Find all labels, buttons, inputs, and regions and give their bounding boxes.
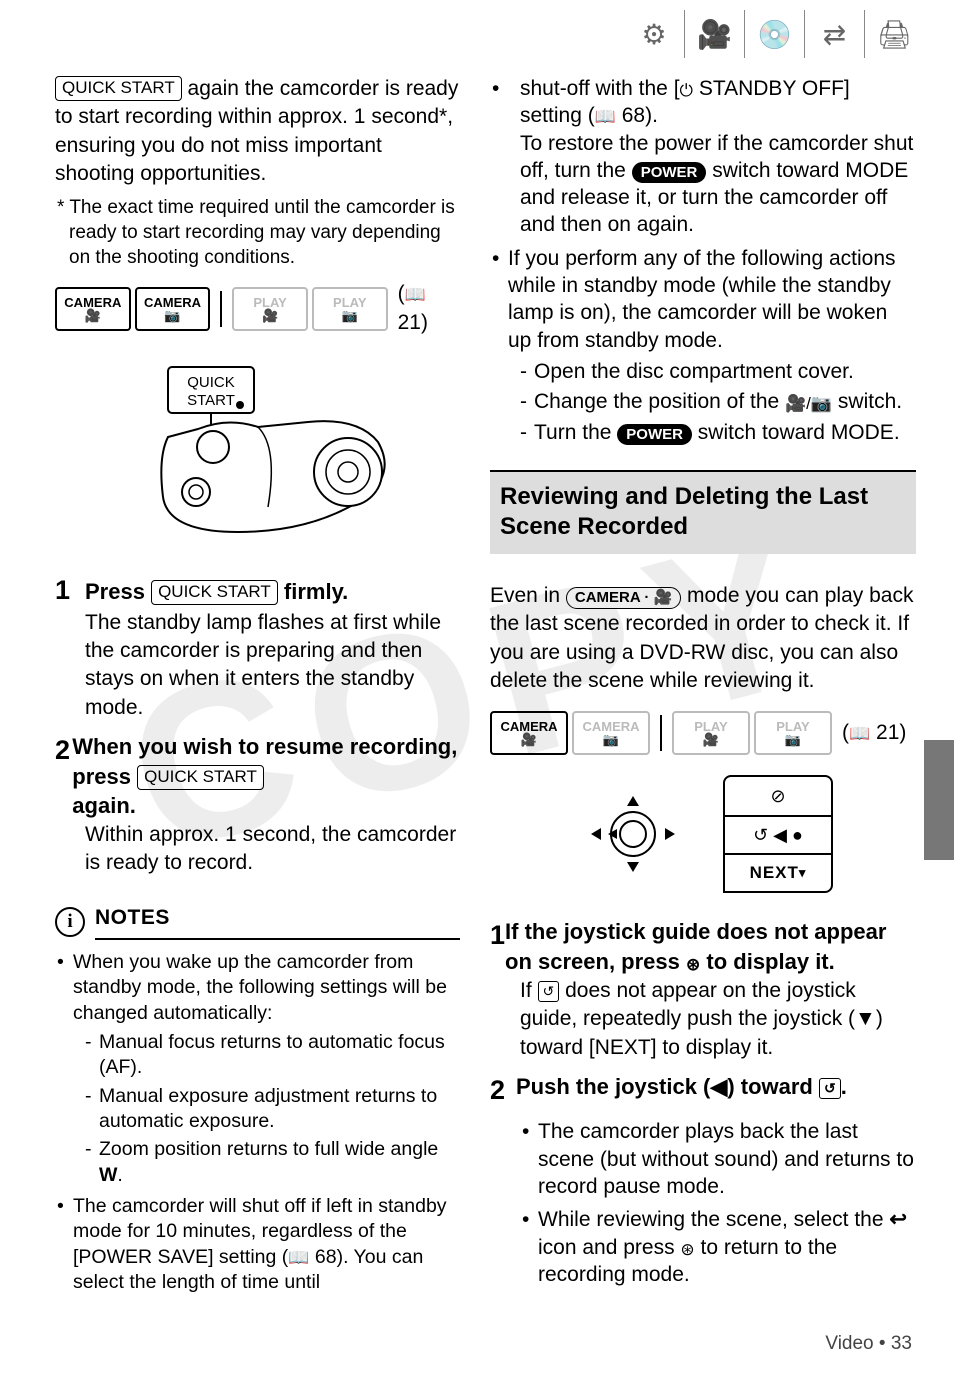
footer: Video • 33 [825,1333,912,1355]
mode-page-ref: (📖 21) [842,719,906,747]
step-number: 1 [490,917,505,953]
note-dash: Zoom position returns to full wide angle… [85,1137,460,1188]
left-step-2: 2 When you wish to resume recording, pre… [55,732,460,878]
right-column: shut-off with the [⏻ STANDBY OFF] settin… [490,75,916,1302]
step-heading: If the joystick guide does not appear on… [505,917,916,977]
section-intro: Even in CAMERA · 🎥 mode you can play bac… [490,582,916,695]
note-dash: Manual exposure adjustment returns to au… [85,1084,460,1135]
mode-switch-icon: 🎥/📷 [785,393,832,415]
joystick-icon [573,784,693,884]
step-body: If ↺ does not appear on the joystick gui… [520,977,916,1062]
mode-separator [660,715,662,751]
mode-play-photo: PLAY📷 [312,287,388,331]
intro-paragraph: QUICK START again the camcorder is ready… [55,75,460,188]
guide-row-next: NEXT▾ [725,853,831,891]
note-dash: Manual focus returns to automatic focus … [85,1030,460,1081]
sub-bullet: The camcorder plays back the last scene … [520,1118,916,1200]
standby-icon: ⏻ [680,80,693,102]
step-heading: Push the joystick (◀) toward ↺. [516,1072,847,1102]
note-dash: Change the position of the 🎥/📷 switch. [520,388,916,415]
joystick-guide: ⊘ ↺ ◀ ● NEXT▾ [723,775,833,893]
right-step-2: 2 Push the joystick (◀) toward ↺. The ca… [490,1072,916,1288]
note-bullet: When you wake up the camcorder from stan… [55,950,460,1188]
mode-row-left: CAMERA🎥 CAMERA📷 PLAY🎥 PLAY📷 (📖 21) [55,280,460,337]
footnote: * The exact time required until the camc… [69,196,460,270]
guide-row-2: ↺ ◀ ● [725,815,831,853]
review-icon: ↺ [538,981,560,1002]
right-step-1: 1 If the joystick guide does not appear … [490,917,916,1062]
set-icon: ⊛ [686,954,700,977]
return-icon: ↩ [889,1208,907,1231]
notes-label: NOTES [95,904,460,940]
mode-play-video: PLAY🎥 [672,711,750,755]
note-dash: Open the disc compartment cover. [520,358,916,385]
step-heading: When you wish to resume recording, press… [72,732,460,821]
sub-bullet: While reviewing the scene, select the ↩ … [520,1206,916,1288]
mode-camera-photo: CAMERA📷 [572,711,650,755]
mode-camera-photo: CAMERA📷 [135,287,211,331]
note-dash: Turn the POWER switch toward MODE. [520,419,916,446]
notes-heading: i NOTES [55,904,460,940]
notes-list: When you wake up the camcorder from stan… [55,950,460,1295]
section-title: Reviewing and Deleting the Last Scene Re… [490,470,916,554]
left-column: QUICK START again the camcorder is ready… [55,75,460,1302]
svg-text:QUICK: QUICK [187,374,235,391]
set-icon: ⊛ [680,1239,694,1261]
mode-play-video: PLAY🎥 [232,287,308,331]
camera-mode-pill: CAMERA · 🎥 [566,587,681,609]
joystick-diagram-row: ⊘ ↺ ◀ ● NEXT▾ [490,775,916,893]
left-step-1: 1 Press QUICK START firmly. The standby … [55,572,460,722]
svg-text:START: START [187,392,235,409]
mode-camera-video: CAMERA🎥 [55,287,131,331]
guide-row-1: ⊘ [725,777,831,815]
mode-row-right: CAMERA🎥 CAMERA📷 PLAY🎥 PLAY📷 (📖 21) [490,711,916,755]
info-icon: i [55,907,85,937]
mode-separator [220,291,222,327]
step-body: The standby lamp flashes at first while … [85,609,460,722]
step-number: 2 [55,732,72,768]
camcorder-illustration: QUICK START [108,357,408,542]
continuation-text: shut-off with the [⏻ STANDBY OFF] settin… [490,75,916,239]
power-label: POWER [632,162,707,184]
note-bullet: If you perform any of the following acti… [490,245,916,446]
mode-play-photo: PLAY📷 [754,711,832,755]
step-heading: Press QUICK START firmly. [85,577,348,607]
power-label: POWER [617,424,692,446]
review-icon: ↺ [819,1078,841,1099]
mode-page-ref: (📖 21) [398,280,460,337]
quick-start-label: QUICK START [55,76,182,101]
step-body: Within approx. 1 second, the camcorder i… [85,821,460,878]
step-number: 1 [55,572,81,608]
note-bullet: The camcorder will shut off if left in s… [55,1194,460,1295]
mode-camera-video: CAMERA🎥 [490,711,568,755]
step-number: 2 [490,1072,516,1108]
